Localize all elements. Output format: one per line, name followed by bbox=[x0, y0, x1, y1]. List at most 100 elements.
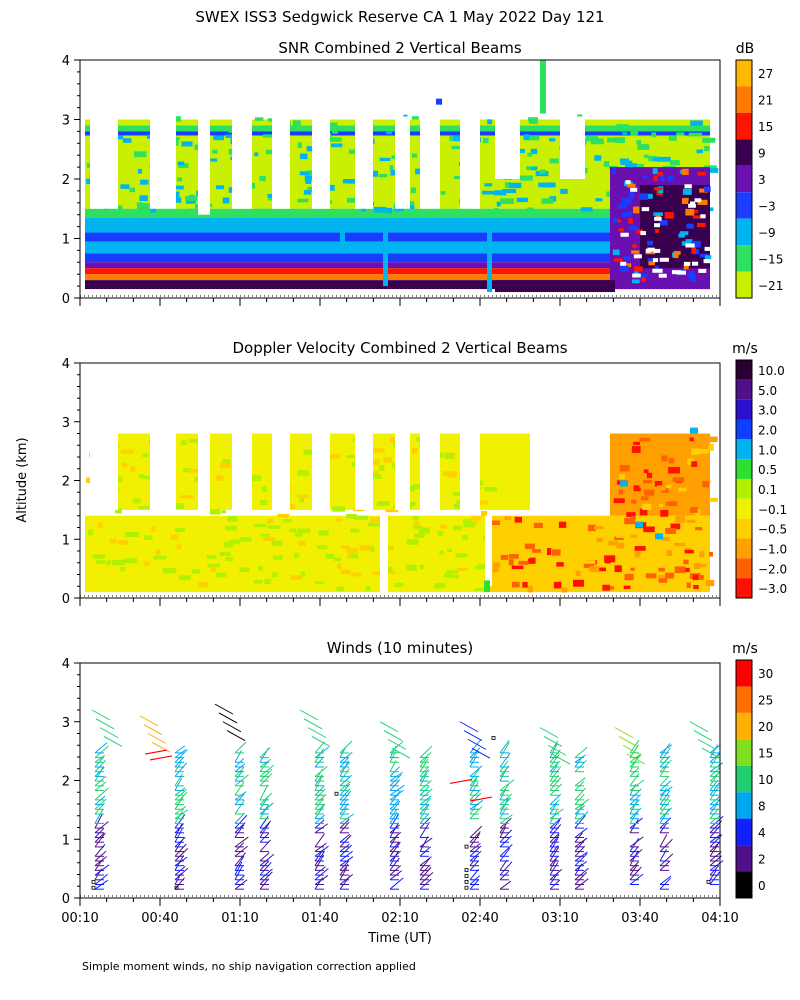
wind-barb bbox=[574, 746, 588, 758]
snr-cell bbox=[617, 204, 628, 209]
wind-barb bbox=[259, 868, 273, 881]
doppler-cell bbox=[614, 536, 624, 541]
colorbar-label: −3 bbox=[758, 199, 776, 213]
wind-barb bbox=[259, 861, 272, 876]
doppler-cell bbox=[121, 462, 128, 468]
wind-barb bbox=[314, 819, 325, 829]
snr-cell bbox=[625, 163, 638, 168]
wind-barb bbox=[389, 824, 400, 834]
wind-barb bbox=[174, 749, 188, 763]
snr-hole bbox=[698, 268, 707, 273]
doppler-cell bbox=[221, 510, 226, 514]
snr-cell bbox=[523, 134, 530, 141]
snr-cell bbox=[162, 207, 175, 211]
doppler-cell bbox=[132, 498, 141, 504]
x-tick-label: 01:40 bbox=[301, 911, 338, 926]
snr-cell bbox=[299, 171, 310, 176]
doppler-cell bbox=[708, 438, 716, 443]
snr-cell bbox=[254, 152, 259, 157]
wind-barb bbox=[549, 766, 562, 782]
doppler-cell bbox=[253, 579, 263, 584]
snr-cell bbox=[300, 153, 308, 160]
snr-cell bbox=[129, 187, 136, 193]
doppler-cell bbox=[346, 548, 358, 554]
snr-cell bbox=[176, 116, 181, 122]
doppler-cell bbox=[697, 440, 706, 445]
doppler-cell bbox=[660, 509, 669, 517]
doppler-cell bbox=[658, 575, 668, 581]
snr-streak bbox=[487, 226, 492, 293]
doppler-cell bbox=[639, 508, 648, 516]
wind-barb bbox=[259, 768, 273, 782]
doppler-cell bbox=[687, 458, 695, 465]
wind-barb bbox=[659, 744, 673, 754]
doppler-cell bbox=[665, 528, 676, 534]
wind-barb bbox=[387, 738, 407, 750]
wind-barb bbox=[419, 821, 430, 838]
wind-barb bbox=[339, 774, 352, 787]
doppler-cell bbox=[631, 499, 637, 504]
wind-barb bbox=[469, 869, 479, 881]
snr-cell bbox=[303, 190, 312, 195]
snr-cell bbox=[673, 252, 679, 259]
wind-barb bbox=[499, 760, 509, 772]
snr-cell bbox=[215, 185, 225, 190]
snr-cell bbox=[134, 151, 147, 158]
doppler-cell bbox=[665, 572, 674, 579]
wind-barb bbox=[174, 867, 189, 881]
wind-barb bbox=[419, 857, 431, 871]
wind-barb bbox=[469, 739, 481, 754]
snr-cell bbox=[629, 225, 638, 231]
snr-cell bbox=[496, 201, 501, 207]
snr-cell bbox=[653, 187, 663, 191]
doppler-cell bbox=[624, 573, 634, 581]
colorbar-label: 0 bbox=[758, 879, 766, 893]
x-tick-label: 01:10 bbox=[221, 911, 258, 926]
doppler-cell bbox=[97, 522, 104, 529]
doppler-cell bbox=[484, 580, 490, 593]
wind-barb bbox=[574, 754, 586, 763]
wind-barb bbox=[469, 792, 482, 805]
snr-cell bbox=[410, 187, 416, 194]
doppler-gap bbox=[395, 430, 410, 510]
doppler-cell bbox=[551, 549, 561, 556]
doppler-cell bbox=[340, 545, 350, 549]
doppler-cell bbox=[411, 447, 418, 454]
snr-cell bbox=[689, 276, 696, 282]
wind-barb bbox=[499, 742, 510, 758]
colorbar-label: 15 bbox=[758, 747, 773, 761]
doppler-cell bbox=[359, 545, 372, 551]
wind-barb bbox=[234, 861, 243, 876]
wind-barb bbox=[469, 765, 483, 777]
doppler-cell bbox=[318, 530, 329, 536]
snr-cell bbox=[595, 198, 603, 202]
doppler-plot: 0 1 2 3 4 bbox=[62, 357, 721, 607]
doppler-cell bbox=[267, 518, 274, 524]
snr-cell bbox=[697, 199, 708, 205]
snr-cell bbox=[332, 129, 338, 134]
doppler-cell bbox=[371, 474, 382, 479]
snr-cell bbox=[697, 222, 706, 228]
doppler-cell bbox=[247, 475, 262, 482]
snr-hole bbox=[685, 243, 695, 248]
doppler-cell bbox=[317, 545, 328, 550]
doppler-cell bbox=[607, 533, 613, 538]
wind-barb bbox=[234, 836, 249, 848]
wind-barb bbox=[549, 837, 559, 852]
wind-barb bbox=[629, 810, 639, 824]
snr-hole bbox=[659, 257, 669, 262]
doppler-cell bbox=[290, 575, 302, 580]
snr-cell bbox=[709, 207, 714, 212]
doppler-cell bbox=[300, 571, 305, 577]
snr-cell bbox=[699, 253, 709, 258]
wind-barb bbox=[549, 868, 563, 881]
doppler-cell bbox=[691, 448, 701, 455]
doppler-cell bbox=[709, 497, 718, 502]
doppler-cell bbox=[695, 527, 703, 531]
colorbar-label: −3.0 bbox=[758, 582, 787, 596]
plot-frame bbox=[79, 662, 721, 899]
doppler-cell bbox=[484, 487, 498, 492]
wind-barb bbox=[549, 740, 559, 754]
snr-cell bbox=[262, 134, 274, 138]
doppler-cell bbox=[643, 469, 649, 474]
